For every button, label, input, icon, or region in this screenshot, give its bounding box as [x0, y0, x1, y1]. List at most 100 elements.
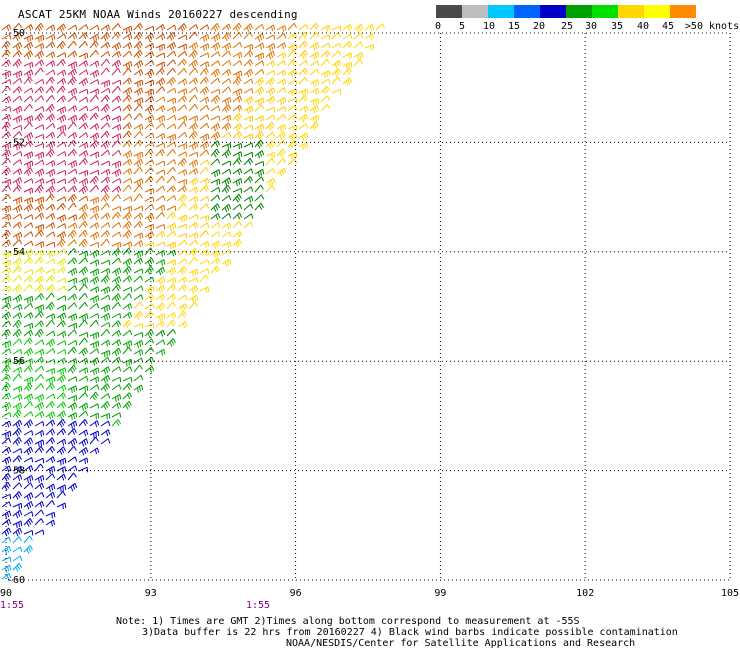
wind-barb [56, 374, 67, 383]
wind-barb [265, 185, 275, 193]
wind-barb [243, 88, 254, 94]
wind-barb [199, 240, 210, 248]
wind-barb [1, 178, 12, 186]
wind-barb [78, 331, 89, 338]
wind-barbs [1, 22, 386, 580]
wind-barb [1, 481, 11, 491]
wind-barb [133, 384, 144, 393]
wind-barb [56, 367, 67, 376]
wind-barb [166, 312, 177, 319]
wind-barb [144, 175, 154, 184]
wind-barb [144, 310, 154, 319]
wind-barb [144, 365, 155, 373]
wind-barb [133, 184, 143, 193]
wind-barb [67, 185, 78, 193]
wind-barb [100, 250, 111, 256]
wind-barb [232, 88, 243, 97]
wind-barb [1, 572, 12, 580]
wind-barb [111, 205, 122, 212]
wind-barb [34, 365, 45, 373]
wind-barb [221, 241, 232, 249]
wind-barb [232, 104, 243, 112]
wind-barb [155, 96, 166, 103]
wind-barb [199, 33, 210, 42]
wind-barb [1, 250, 12, 259]
wind-barb [67, 239, 77, 247]
wind-barb [144, 122, 155, 130]
wind-barb [67, 248, 77, 256]
wind-barb [320, 78, 331, 85]
wind-barb [67, 302, 78, 310]
wind-barb [34, 457, 45, 464]
wind-barb [78, 60, 89, 68]
wind-barb [78, 375, 89, 382]
wind-barb [298, 31, 308, 40]
wind-barb [342, 41, 353, 49]
wind-barb [12, 50, 22, 58]
wind-barb [111, 419, 121, 427]
wind-barb [122, 346, 132, 355]
wind-barb [188, 214, 199, 220]
wind-barb [100, 185, 110, 194]
wind-barb [100, 401, 111, 410]
wind-barb [45, 168, 56, 177]
wind-barb [254, 86, 265, 96]
wind-barb [23, 41, 34, 51]
wind-barb [67, 472, 77, 481]
wind-barb [177, 151, 188, 157]
wind-barb [23, 160, 34, 169]
wind-barb [243, 78, 254, 85]
wind-barb [23, 269, 34, 275]
wind-barb [89, 160, 100, 166]
wind-barb [100, 412, 111, 420]
wind-barb [12, 338, 23, 346]
wind-barb [56, 340, 67, 346]
wind-barb [78, 337, 88, 346]
wind-barb [276, 123, 287, 132]
wind-barb [265, 24, 276, 32]
wind-barb [45, 419, 56, 427]
wind-barb [45, 178, 56, 185]
wind-barb [34, 151, 45, 160]
wind-barb [1, 96, 12, 103]
wind-barb [144, 322, 155, 329]
wind-barb [188, 268, 199, 277]
wind-barb [45, 465, 56, 474]
wind-barb [100, 140, 111, 149]
wind-barb [56, 78, 67, 85]
wind-barb [276, 78, 287, 86]
wind-barb [56, 23, 67, 33]
wind-barb [56, 428, 67, 436]
wind-barb [254, 160, 265, 167]
wind-barb [1, 545, 12, 555]
wind-barb [111, 222, 122, 229]
wind-barb [133, 193, 143, 202]
wind-barb [133, 212, 144, 220]
wind-barb [144, 223, 155, 231]
wind-barb [287, 32, 298, 40]
wind-barb [375, 23, 386, 31]
legend-label: 5 [458, 21, 466, 32]
wind-barb [100, 294, 111, 301]
wind-barb [78, 88, 89, 95]
wind-barb [177, 34, 188, 41]
legend-swatch [540, 5, 566, 18]
wind-barb [34, 293, 45, 301]
wind-barb [122, 150, 133, 159]
wind-barb [177, 178, 188, 186]
legend-swatch [644, 5, 670, 18]
wind-barb [144, 294, 155, 302]
wind-barb [265, 177, 276, 186]
wind-barb [111, 293, 122, 302]
wind-barb [12, 448, 23, 454]
wind-barb [199, 203, 210, 211]
wind-barb [144, 276, 155, 283]
wind-barb [210, 257, 221, 265]
wind-barb [298, 114, 309, 123]
wind-barb [254, 139, 264, 149]
wind-barb [12, 294, 23, 303]
wind-barb [89, 276, 100, 285]
wind-barb [111, 95, 122, 103]
wind-barb [67, 358, 78, 365]
wind-barb [34, 529, 45, 535]
